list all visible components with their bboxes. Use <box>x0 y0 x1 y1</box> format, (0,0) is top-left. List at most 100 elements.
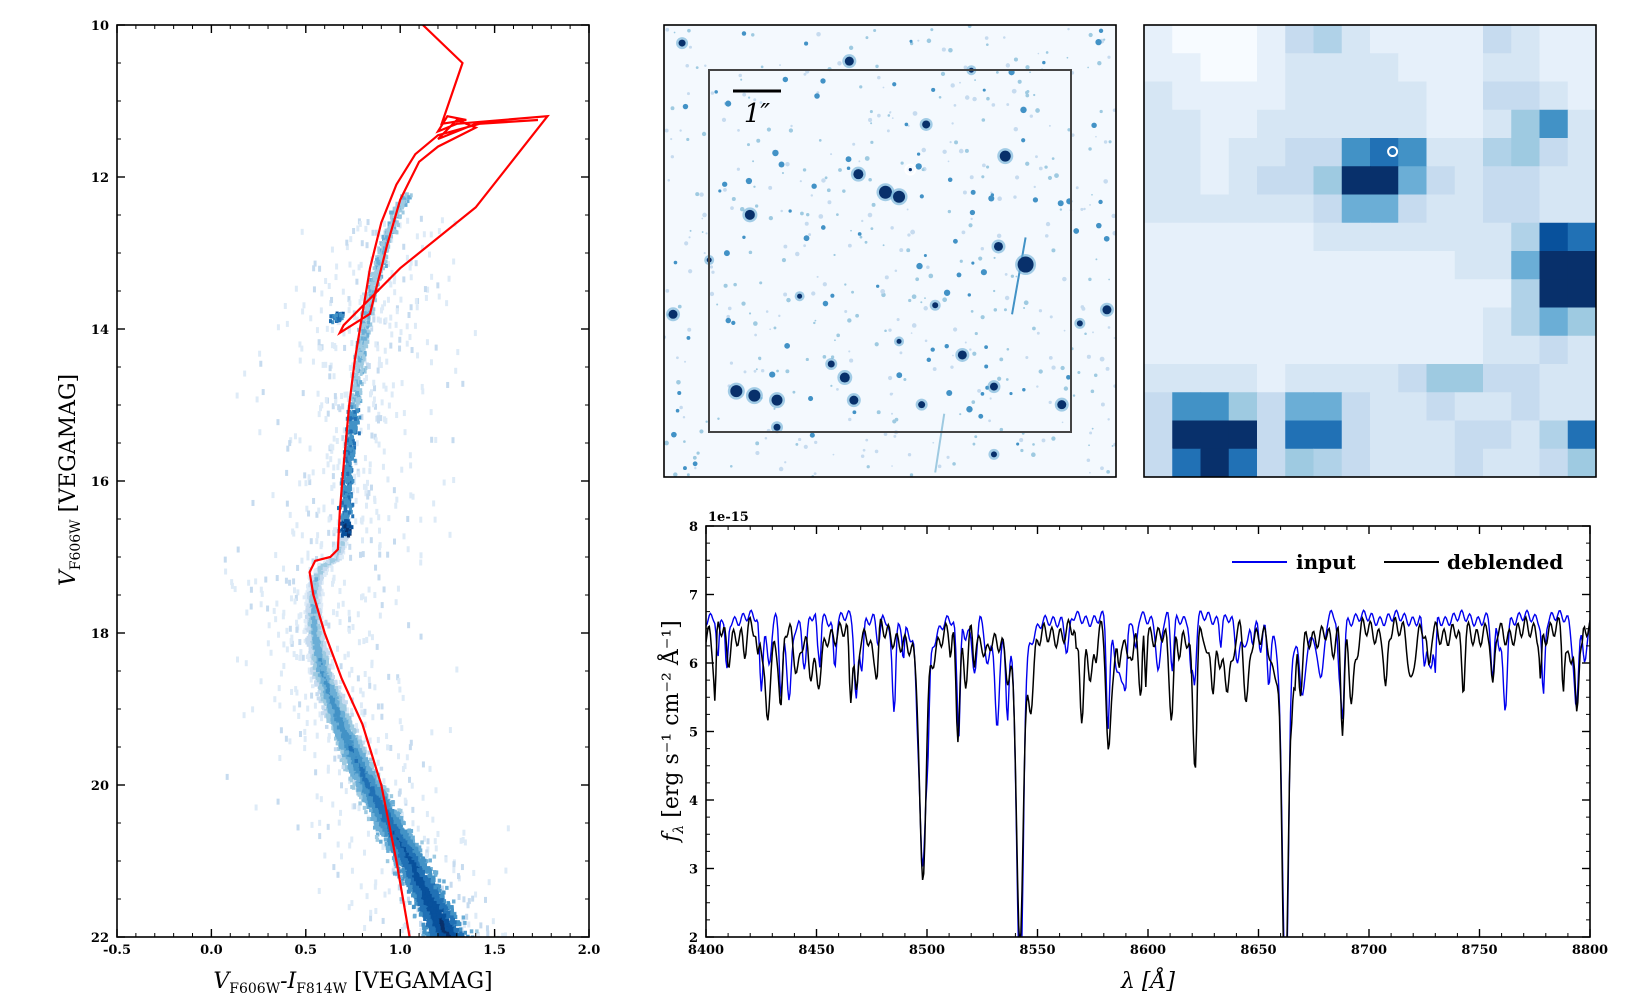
cmd-field-point <box>267 622 271 629</box>
cmd-sequence-point <box>403 868 407 873</box>
cmd-field-point <box>330 484 334 491</box>
cmd-field-point <box>233 586 237 593</box>
cmd-field-point <box>466 902 470 909</box>
cmd-field-point <box>292 651 296 658</box>
cmd-field-point <box>259 601 263 608</box>
cmd-field-point <box>332 609 336 616</box>
cmd-sequence-point <box>374 822 378 827</box>
cmd-field-point <box>411 806 415 813</box>
cmd-sequence-point <box>390 813 395 818</box>
cmd-field-point <box>282 565 286 572</box>
cmd-field-point <box>343 653 347 660</box>
cmd-field-point <box>317 344 321 351</box>
cmd-sequence-point <box>389 794 394 799</box>
cmd-sequence-point <box>364 760 369 765</box>
cmd-field-point <box>259 360 263 367</box>
cmd-field-point <box>378 356 382 363</box>
cmd-sequence-point <box>398 869 402 874</box>
cmd-field-point <box>266 640 270 647</box>
cmd-sequence-point <box>416 851 421 856</box>
cmd-field-point <box>345 239 349 246</box>
cmd-field-point <box>384 385 388 392</box>
cmd-sequence-point <box>387 814 391 819</box>
cmd-field-point <box>455 666 459 673</box>
cmd-field-point <box>276 798 280 805</box>
cmd-field-point <box>285 646 289 653</box>
cmd-field-point <box>242 712 246 719</box>
cmd-field-point <box>377 441 381 448</box>
cmd-sequence-point <box>423 911 428 916</box>
cmd-field-point <box>350 836 354 843</box>
cmd-field-point <box>419 215 423 222</box>
cmd-sequence-point <box>345 767 350 772</box>
cmd-field-point <box>365 753 369 760</box>
cmd-field-point <box>339 663 343 670</box>
cmd-field-point <box>292 705 296 712</box>
cmd-field-point <box>448 531 452 538</box>
cmd-sequence-point <box>361 746 366 751</box>
cmd-field-point <box>337 819 341 826</box>
cmd-sequence-point <box>377 825 381 830</box>
cmd-sequence-point <box>451 899 456 904</box>
cmd-sequence-point <box>341 765 346 770</box>
cmd-sequence-point <box>331 548 336 553</box>
cmd-field-point <box>331 577 335 584</box>
cmd-field-point <box>326 410 330 417</box>
cmd-sequence-point <box>385 828 390 833</box>
cmd-field-point <box>305 720 309 727</box>
cmd-sequence-point <box>413 913 417 918</box>
cmd-field-point <box>367 363 371 370</box>
cmd-field-point <box>399 296 403 303</box>
cmd-sequence-point <box>350 773 354 778</box>
cmd-field-point <box>293 587 297 594</box>
cmd-sequence-point <box>324 647 329 652</box>
cmd-field-point <box>251 706 255 713</box>
cmd-field-point <box>405 323 409 330</box>
cmd-field-point <box>352 269 356 276</box>
cmd-field-point <box>436 282 440 289</box>
cmd-field-point <box>386 551 390 558</box>
cmd-field-point <box>353 803 357 810</box>
cmd-field-point <box>249 586 253 593</box>
cmd-field-point <box>260 590 264 597</box>
cmd-sequence-point <box>411 884 416 889</box>
cmd-field-point <box>420 244 424 251</box>
cmd-field-point <box>479 922 483 929</box>
cmd-field-point <box>419 927 423 934</box>
cmd-field-point <box>367 586 371 593</box>
cmd-field-point <box>405 754 409 761</box>
cmd-sequence-point <box>305 608 309 613</box>
cmd-field-point <box>430 436 434 443</box>
cmd-field-point <box>424 852 428 859</box>
cmd-field-point <box>293 433 297 440</box>
cmd-sequence-point <box>379 766 384 771</box>
cmd-sequence-point <box>393 860 398 865</box>
cmd-field-point <box>335 438 339 445</box>
cmd-field-point <box>269 649 273 656</box>
cmd-field-point <box>474 912 478 919</box>
cmd-field-point <box>331 473 335 480</box>
cmd-field-point <box>363 377 367 384</box>
cmd-field-point <box>278 702 282 709</box>
cmd-field-point <box>295 626 299 633</box>
cmd-field-point <box>395 412 399 419</box>
cmd-field-point <box>377 361 381 368</box>
cmd-field-point <box>350 340 354 347</box>
cmd-sequence-point <box>402 874 407 879</box>
cmd-field-point <box>365 362 369 369</box>
cmd-field-point <box>368 682 372 689</box>
cmd-sequence-point <box>466 934 470 937</box>
cmd-field-point <box>330 296 334 303</box>
cmd-field-point <box>310 821 314 828</box>
cmd-field-point <box>298 639 302 646</box>
cmd-field-point <box>401 694 405 701</box>
cmd-field-point <box>368 737 372 744</box>
cmd-field-point <box>386 476 390 483</box>
cmd-field-point <box>473 330 477 337</box>
cmd-field-point <box>409 304 413 311</box>
cmd-field-point <box>330 580 334 587</box>
cmd-field-point <box>316 390 320 397</box>
cmd-field-point <box>298 654 302 661</box>
cmd-sequence-point <box>311 684 315 689</box>
